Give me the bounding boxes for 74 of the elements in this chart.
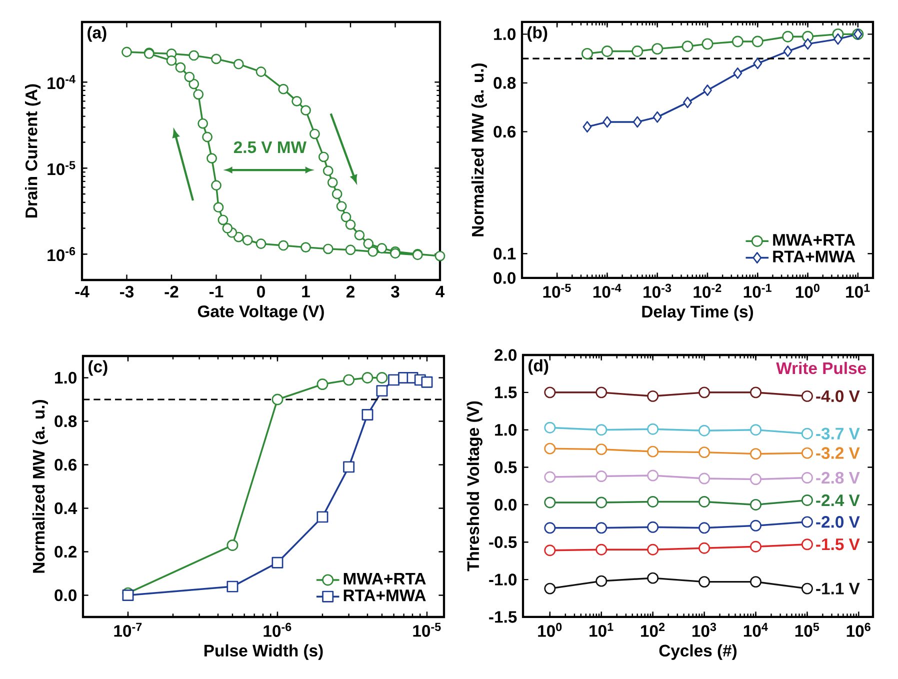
x-tick-label: 3 [390, 286, 400, 298]
y-tick-label: 10$^{-6}$ [48, 247, 76, 262]
x-tick-label: 10$^{3}$ [692, 622, 716, 637]
series-label: -4.0 V [816, 390, 860, 402]
y-tick-label: 2.0 [494, 349, 517, 361]
x-tick-label: 10$^{-7}$ [114, 622, 142, 637]
x-tick-label: 10$^{0}$ [796, 284, 820, 298]
y-axis-title: Normalized MW (a. u.) [32, 400, 48, 573]
y-tick-label: 1.0 [494, 28, 516, 40]
y-tick-label: -1.0 [489, 574, 517, 586]
chart-title: (a) [88, 26, 106, 42]
x-tick-label: -2 [164, 286, 178, 298]
y-axis-title: Drain Current (A) [25, 84, 41, 218]
series-label: -2.4 V [816, 494, 860, 506]
x-axis-title: Pulse Width (s) [204, 644, 323, 660]
y-tick-label: 0.2 [54, 546, 76, 558]
x-tick-label: 10$^{6}$ [846, 622, 870, 637]
legend-label: RTA+MWA [773, 250, 856, 262]
y-tick-label: 0.1 [494, 248, 516, 260]
x-tick-label: -3 [120, 286, 134, 298]
series-label: -2.8 V [816, 472, 860, 484]
x-tick-label: 1 [302, 286, 310, 298]
x-tick-label: 10$^{-4}$ [593, 284, 622, 298]
legend-title: Write Pulse [776, 362, 866, 374]
y-tick-label: -0.5 [489, 536, 517, 548]
y-tick-label: 10$^{-5}$ [48, 161, 76, 176]
y-tick-label: 0.0 [54, 589, 76, 602]
x-axis-title: Gate Voltage (V) [198, 305, 324, 321]
y-tick-label: 0.8 [54, 415, 77, 428]
y-tick-label: 10$^{-4}$ [48, 75, 76, 90]
y-tick-label: 0.6 [494, 126, 516, 138]
series-label: -1.5 V [816, 538, 860, 550]
x-tick-label: 10$^{-5}$ [543, 284, 571, 298]
x-tick-label: 10$^{2}$ [641, 622, 665, 637]
x-axis-title: Delay Time (s) [642, 305, 754, 321]
x-tick-label: 0 [257, 286, 265, 298]
series-label: -3.7 V [816, 428, 860, 440]
chart-title: (d) [528, 359, 548, 375]
series-label: -3.2 V [816, 447, 860, 459]
y-tick-label: 1.5 [495, 386, 517, 398]
x-axis-title: Cycles (#) [659, 644, 737, 660]
y-tick-label: -1.5 [489, 611, 517, 623]
x-tick-label: 10$^{-3}$ [644, 284, 672, 298]
x-tick-label: 10$^{1}$ [590, 622, 614, 637]
x-tick-label: -4 [75, 286, 90, 298]
y-tick-label: 0.5 [494, 461, 517, 474]
x-tick-label: 2 [346, 286, 354, 298]
annotation: 2.5 V MW [234, 141, 306, 154]
series-label: -2.0 V [816, 516, 860, 528]
legend-label: MWA+RTA [344, 572, 426, 584]
chart-title: (c) [88, 360, 108, 376]
y-axis-title: Threshold Voltage (V) [466, 401, 482, 572]
x-tick-label: 4 [436, 286, 445, 298]
y-tick-label: 0.6 [54, 458, 77, 471]
y-tick-label: 1.0 [495, 424, 517, 436]
y-tick-label: 1.0 [55, 372, 76, 384]
y-tick-label: 0.8 [494, 77, 516, 89]
series-label: -1.1 V [816, 582, 860, 594]
y-tick-label: 0.4 [54, 502, 78, 514]
x-tick-label: 10$^{4}$ [744, 622, 768, 637]
legend-label: RTA+MWA [344, 590, 426, 602]
x-tick-label: 10$^{5}$ [795, 622, 820, 637]
x-tick-label: 10$^{-2}$ [694, 284, 722, 298]
y-axis-title: Normalized MW (a. u.) [471, 63, 487, 236]
x-tick-label: 10$^{-6}$ [264, 622, 292, 637]
x-tick-label: 10$^{0}$ [538, 622, 562, 637]
x-tick-label: 10$^{1}$ [846, 284, 870, 298]
y-tick-label: 0.0 [494, 272, 516, 284]
chart-title: (b) [528, 26, 548, 42]
x-tick-label: 10$^{-1}$ [744, 284, 772, 298]
y-tick-label: 0.0 [494, 498, 517, 511]
x-tick-label: 10$^{-5}$ [413, 622, 441, 637]
x-tick-label: -1 [209, 286, 224, 298]
legend-label: MWA+RTA [773, 234, 856, 246]
